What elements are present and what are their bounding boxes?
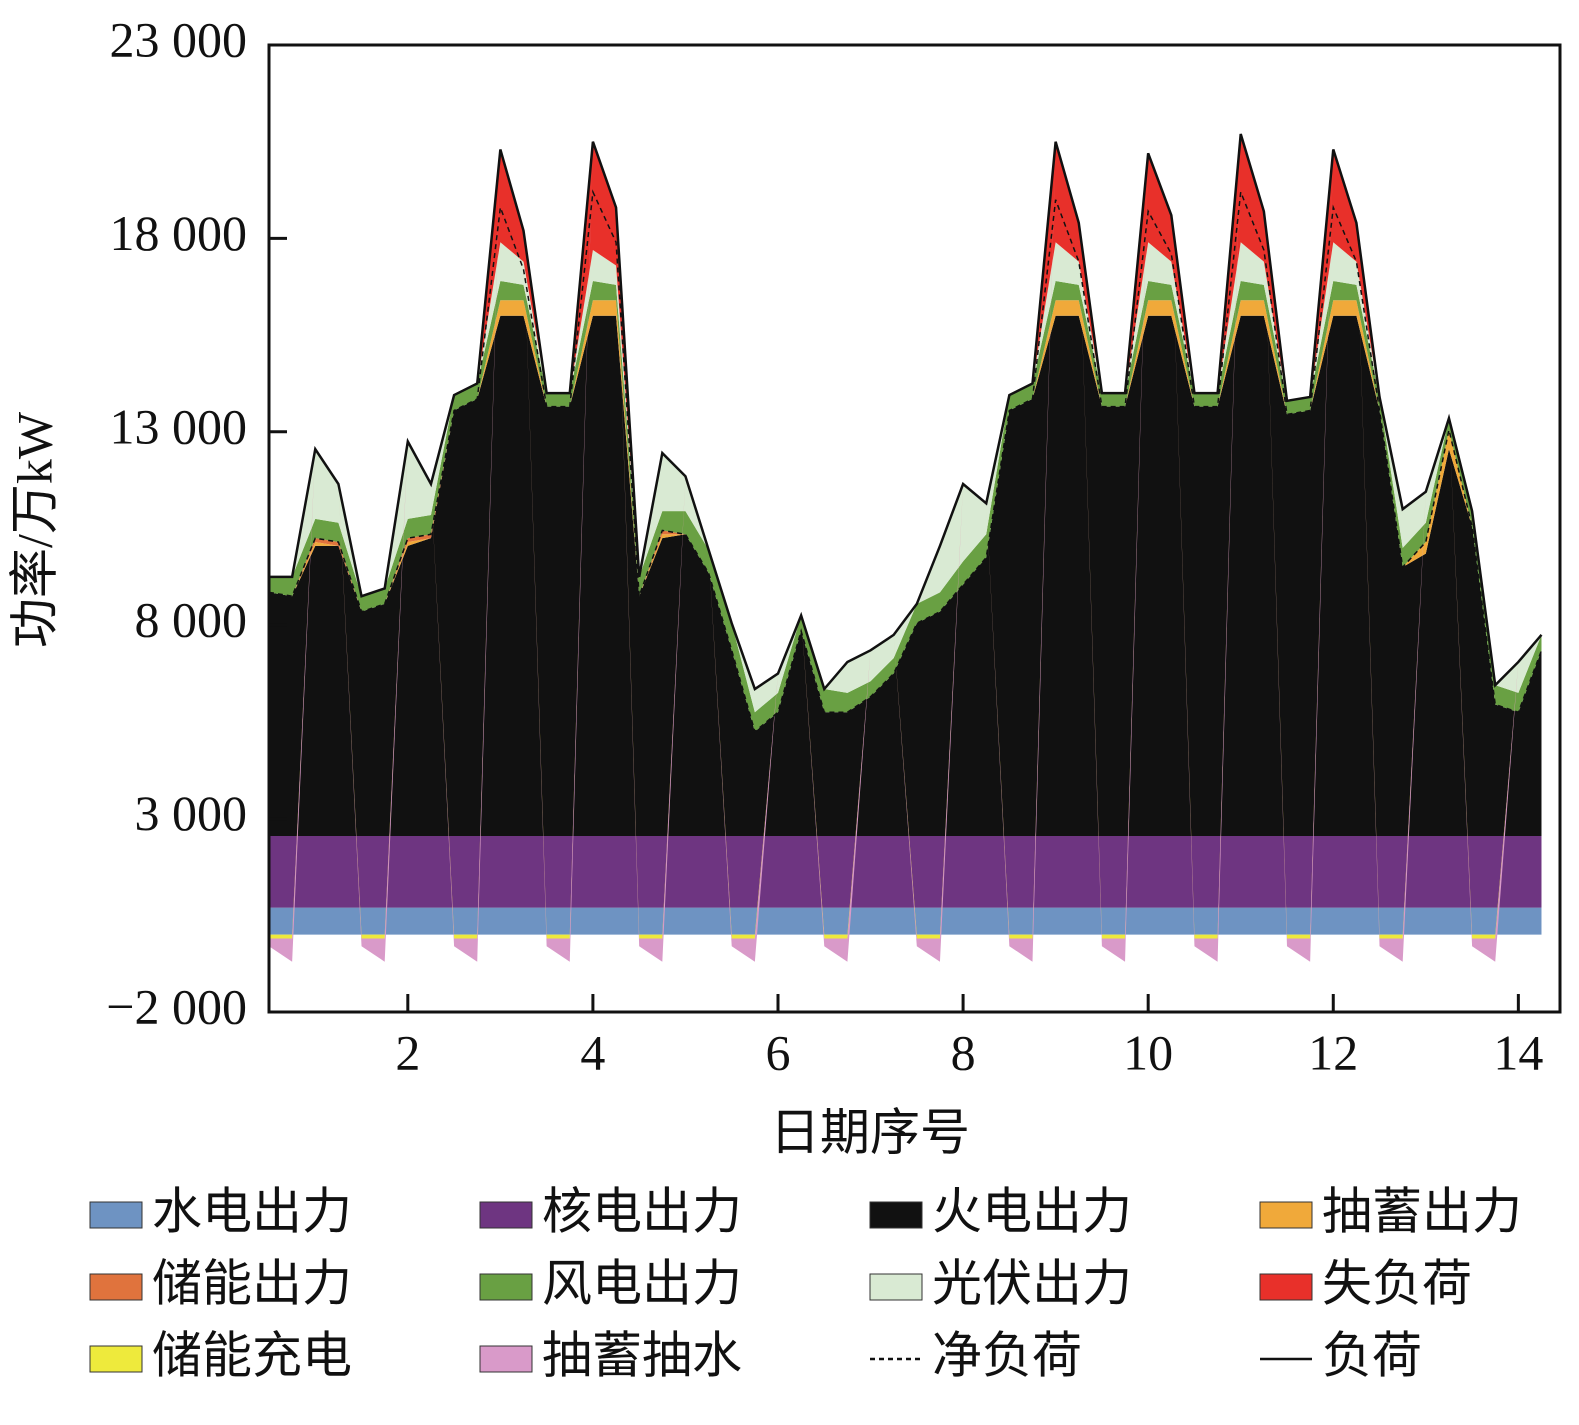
legend-label: 失负荷 (1322, 1255, 1472, 1311)
legend-label: 核电出力 (542, 1183, 742, 1239)
x-tick-label: 8 (951, 1024, 976, 1080)
plot-frame (267, 43, 1562, 1014)
legend-label: 光伏出力 (932, 1255, 1132, 1311)
y-tick-label: 23 000 (110, 11, 248, 67)
legend-label: 风电出力 (542, 1255, 742, 1311)
line (268, 189, 1543, 733)
legend-label: 抽蓄抽水 (542, 1327, 742, 1383)
area (269, 133, 1542, 690)
y-tick-label: 13 000 (110, 398, 248, 454)
legend-label: 火电出力 (932, 1183, 1132, 1239)
x-tick-label: 2 (395, 1024, 420, 1080)
x-tick-label: 4 (580, 1024, 605, 1080)
x-tick-label: 12 (1308, 1024, 1358, 1080)
legend-label: 负荷 (1322, 1327, 1422, 1383)
y-tick-label: 3 000 (135, 785, 248, 841)
legend-swatch (89, 1201, 143, 1229)
y-tick-label: 18 000 (110, 205, 248, 261)
legend-swatch (89, 1345, 143, 1373)
area (269, 133, 1542, 962)
legend-label: 储能出力 (152, 1255, 352, 1311)
legend-swatch (869, 1273, 923, 1301)
y-tick-label: −2 000 (106, 978, 247, 1034)
area (269, 907, 1542, 935)
legend-swatch (89, 1273, 143, 1301)
x-tick-label: 14 (1493, 1024, 1543, 1080)
legend-label: 储能充电 (152, 1327, 352, 1383)
legend-swatch (869, 1201, 923, 1229)
y-axis-label: 功率/万kW (6, 411, 62, 648)
legend-label: 净负荷 (932, 1327, 1082, 1383)
area (269, 836, 1542, 908)
legend-swatch (479, 1201, 533, 1229)
y-tick-label: 8 000 (135, 592, 248, 648)
legend-swatch (479, 1345, 533, 1373)
area (269, 242, 1542, 713)
legend-swatch (479, 1273, 533, 1301)
area (269, 315, 1542, 837)
line (269, 133, 1543, 692)
area (269, 280, 1542, 732)
x-tick-label: 6 (765, 1024, 790, 1080)
legend-swatch (1259, 1273, 1313, 1301)
legend-label: 水电出力 (152, 1183, 352, 1239)
legend-label: 抽蓄出力 (1322, 1183, 1522, 1239)
legend-swatch (1259, 1201, 1313, 1229)
x-tick-label: 10 (1123, 1024, 1173, 1080)
x-axis-label: 日期序号 (770, 1104, 970, 1160)
